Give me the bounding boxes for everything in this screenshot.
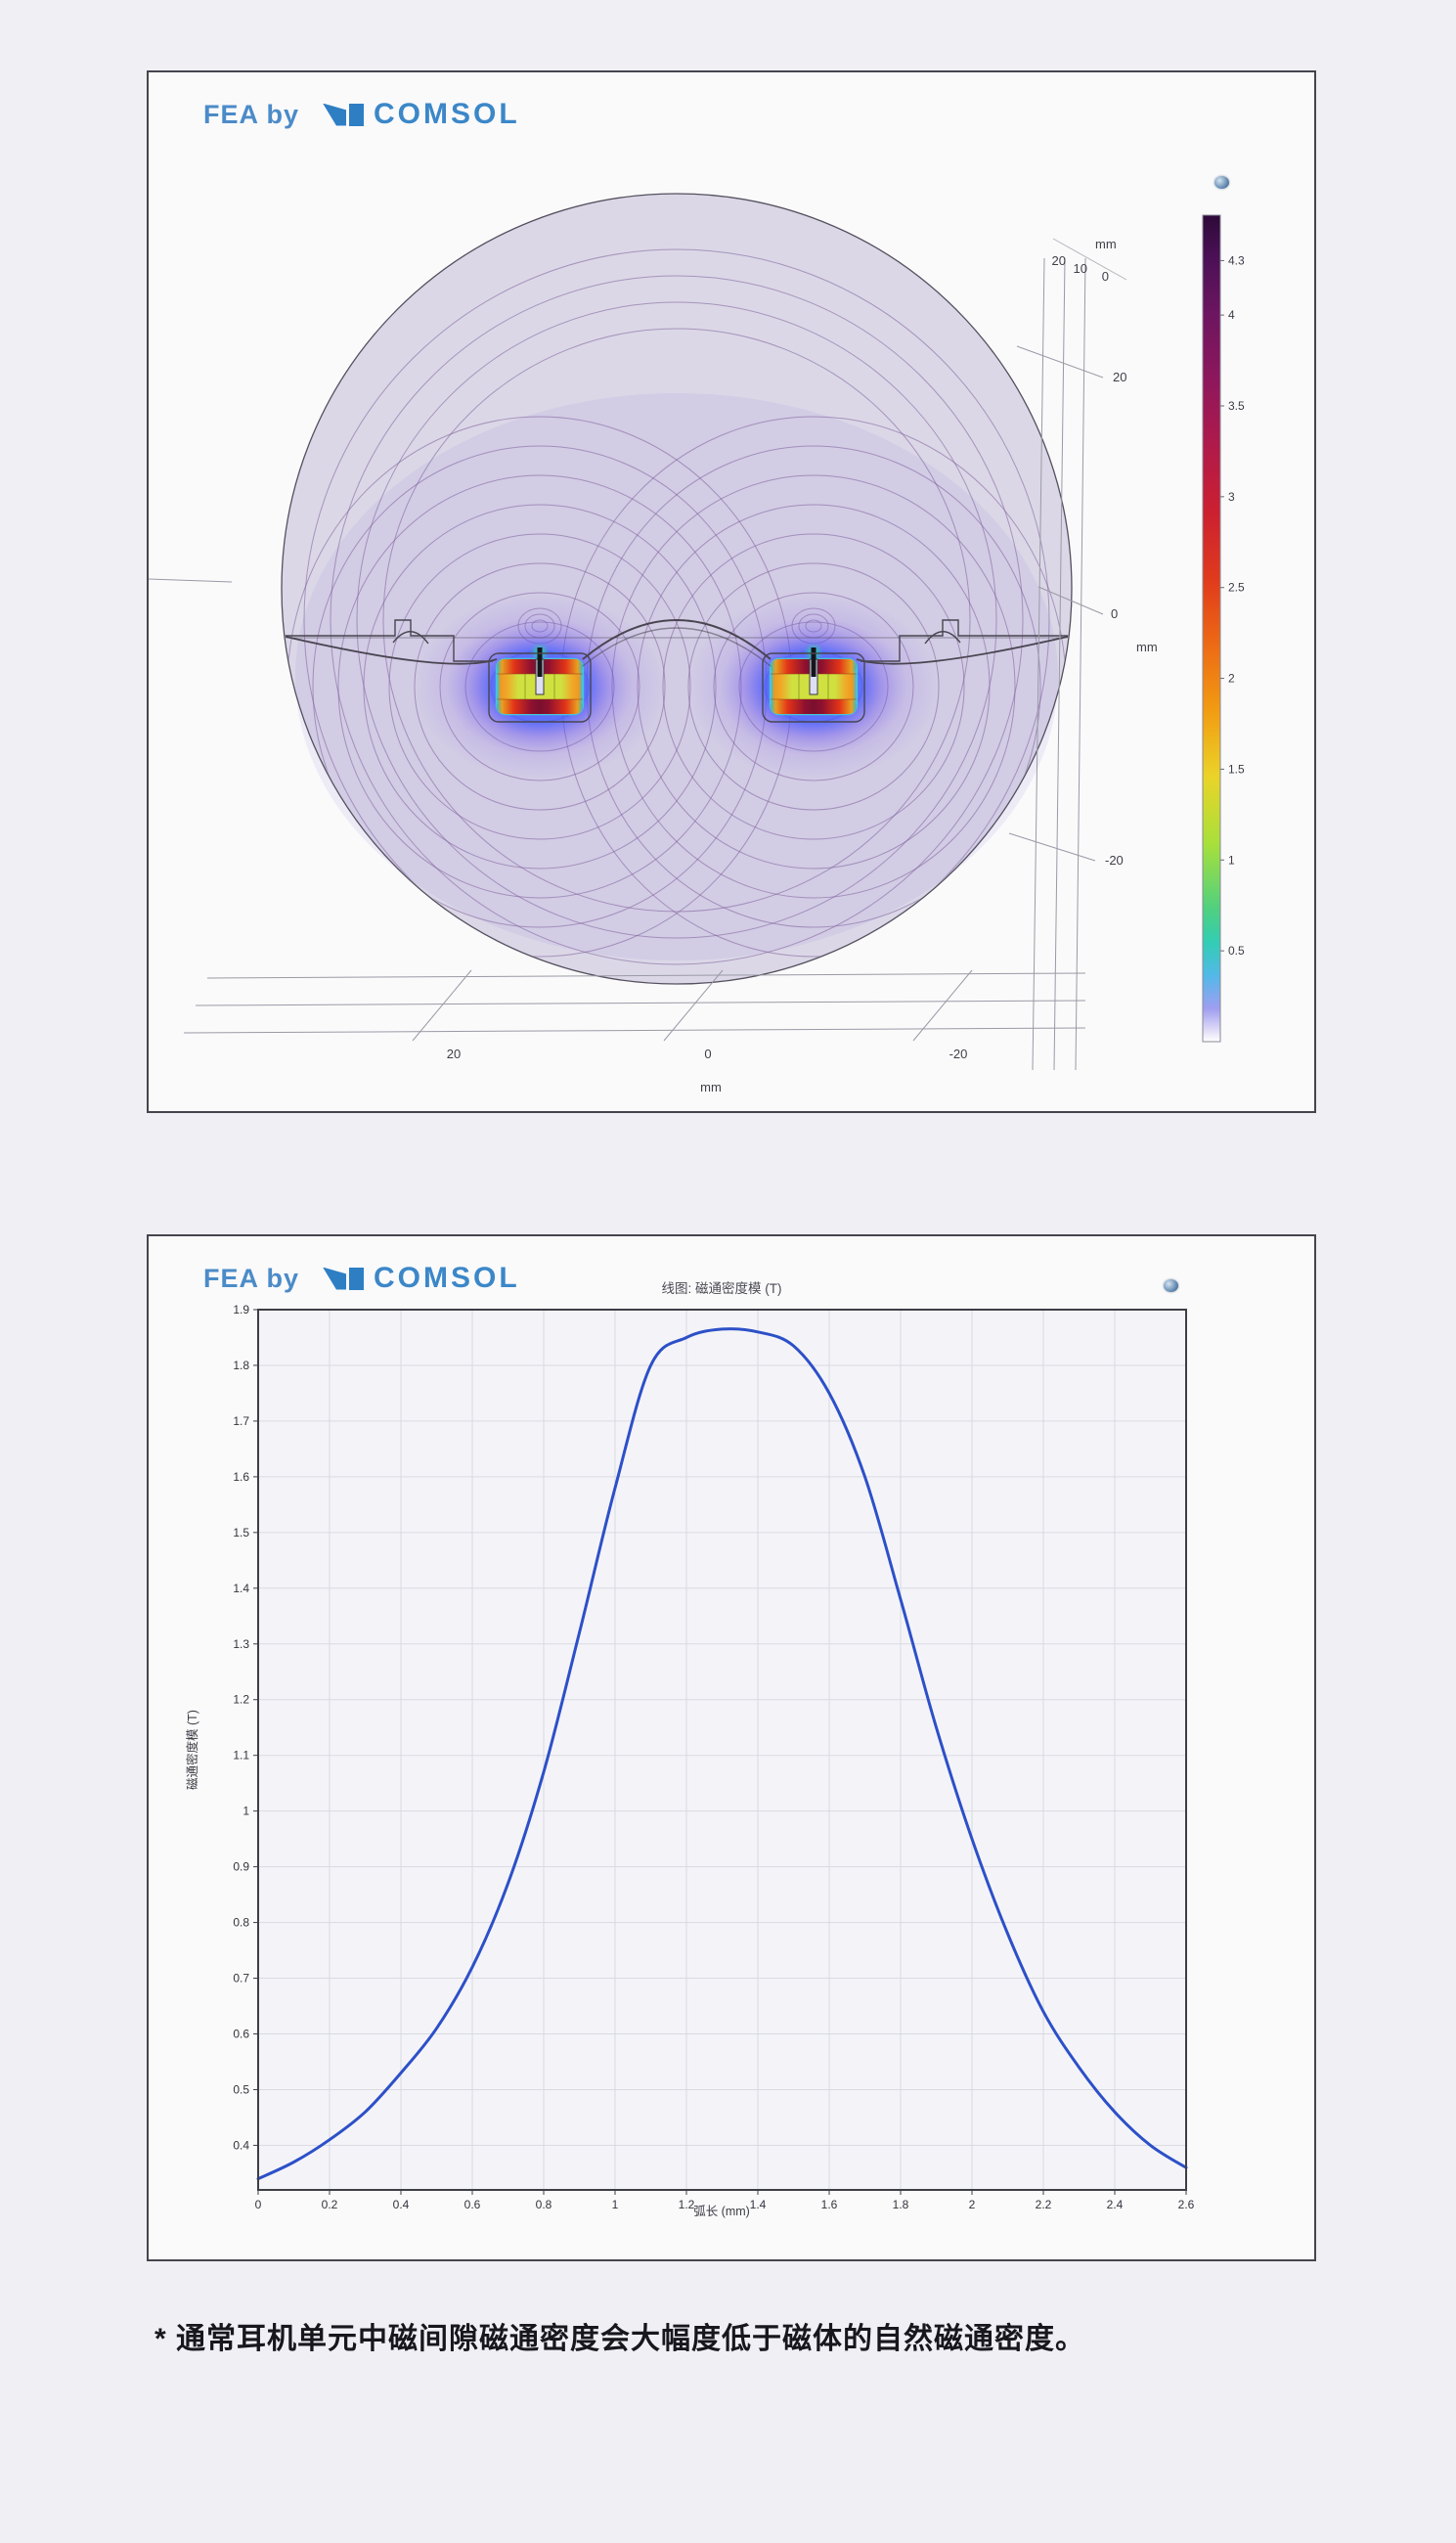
svg-text:1.3: 1.3 [233, 1637, 249, 1651]
footnote-text: * 通常耳机单元中磁间隙磁通密度会大幅度低于磁体的自然磁通密度。 [154, 2323, 1086, 2355]
svg-text:mm: mm [1136, 640, 1158, 654]
comsol-wordmark: COMSOL [374, 1262, 520, 1294]
chart-x-axis-label: 弧长 (mm) [693, 2205, 750, 2218]
svg-text:2.6: 2.6 [1178, 2198, 1195, 2211]
svg-text:mm: mm [1095, 237, 1117, 251]
globe-icon[interactable] [1214, 176, 1229, 189]
svg-text:1.4: 1.4 [750, 2198, 767, 2211]
svg-text:mm: mm [700, 1080, 722, 1094]
svg-text:4: 4 [1228, 308, 1235, 322]
svg-text:3.5: 3.5 [1228, 399, 1245, 413]
svg-text:0: 0 [704, 1047, 711, 1061]
svg-text:-20: -20 [949, 1047, 968, 1061]
svg-text:1: 1 [243, 1805, 249, 1818]
field-plot-canvas: mm 20 10 0 20 0 mm -20 20 0 -20 mm 4.3 4 3.5 3 2.5 2 1.5 1 0… [149, 193, 1245, 1094]
svg-text:10: 10 [1074, 261, 1087, 276]
fea-field-plot-panel: FEA by COMSOL mm 20 10 0 20 0 mm -20 20 0 -20 mm 4.3… [147, 70, 1316, 1113]
svg-text:0: 0 [1102, 269, 1109, 284]
svg-text:0.9: 0.9 [233, 1860, 249, 1874]
svg-text:0.5: 0.5 [233, 2082, 249, 2096]
svg-text:20: 20 [1113, 370, 1126, 384]
svg-text:2.5: 2.5 [1228, 581, 1245, 595]
fea-by-text: FEA by [203, 1263, 300, 1293]
svg-text:0.5: 0.5 [1228, 944, 1245, 958]
svg-text:4.3: 4.3 [1228, 253, 1245, 267]
fea-line-chart-panel: FEA by COMSOL 线图: 磁通密度模 (T) 磁通密度模 (T) 弧长… [147, 1234, 1316, 2261]
svg-text:1.5: 1.5 [1228, 762, 1245, 776]
svg-text:1.8: 1.8 [233, 1359, 249, 1372]
svg-text:1.6: 1.6 [233, 1470, 249, 1484]
comsol-logo-icon [323, 103, 365, 126]
svg-text:3: 3 [1228, 490, 1235, 504]
fea-by-comsol-logo: FEA by COMSOL [203, 98, 520, 131]
svg-text:1.4: 1.4 [233, 1582, 249, 1595]
svg-text:-20: -20 [1105, 853, 1124, 868]
fea-by-comsol-logo: FEA by COMSOL [203, 1262, 520, 1295]
chart-title: 线图: 磁通密度模 (T) [661, 1281, 782, 1296]
svg-text:2.2: 2.2 [1036, 2198, 1052, 2211]
svg-text:0.6: 0.6 [464, 2198, 481, 2211]
svg-text:0.6: 0.6 [233, 2028, 249, 2041]
comsol-logo-icon [323, 1267, 365, 1290]
svg-text:1.9: 1.9 [233, 1303, 249, 1316]
svg-text:20: 20 [447, 1047, 461, 1061]
svg-text:1.2: 1.2 [679, 2198, 695, 2211]
svg-text:20: 20 [1052, 253, 1066, 268]
svg-text:0.4: 0.4 [233, 2138, 249, 2152]
svg-text:0.8: 0.8 [536, 2198, 552, 2211]
fea-by-text: FEA by [203, 99, 300, 129]
svg-text:0: 0 [1111, 606, 1118, 621]
line-chart-canvas: 0 0.2 0.4 0.6 0.8 1 1.2 1.4 1.6 1.8 2 2.2 2.4 2.6 1.9 1… [233, 1303, 1195, 2211]
svg-text:1.1: 1.1 [233, 1749, 249, 1762]
svg-text:1.7: 1.7 [233, 1414, 249, 1428]
svg-text:1: 1 [612, 2198, 619, 2211]
svg-text:0.8: 0.8 [233, 1916, 249, 1930]
svg-text:2.4: 2.4 [1107, 2198, 1124, 2211]
svg-text:1: 1 [1228, 853, 1235, 867]
svg-text:2: 2 [1228, 672, 1235, 686]
svg-text:1.2: 1.2 [233, 1693, 249, 1707]
svg-text:1.5: 1.5 [233, 1526, 249, 1539]
svg-text:0.2: 0.2 [322, 2198, 338, 2211]
svg-text:0.7: 0.7 [233, 1972, 249, 1985]
comsol-wordmark: COMSOL [374, 98, 520, 130]
svg-text:1.6: 1.6 [821, 2198, 838, 2211]
svg-text:1.8: 1.8 [893, 2198, 909, 2211]
svg-text:0: 0 [255, 2198, 262, 2211]
globe-icon[interactable] [1164, 1279, 1178, 1292]
svg-text:0.4: 0.4 [393, 2198, 410, 2211]
svg-text:2: 2 [969, 2198, 976, 2211]
